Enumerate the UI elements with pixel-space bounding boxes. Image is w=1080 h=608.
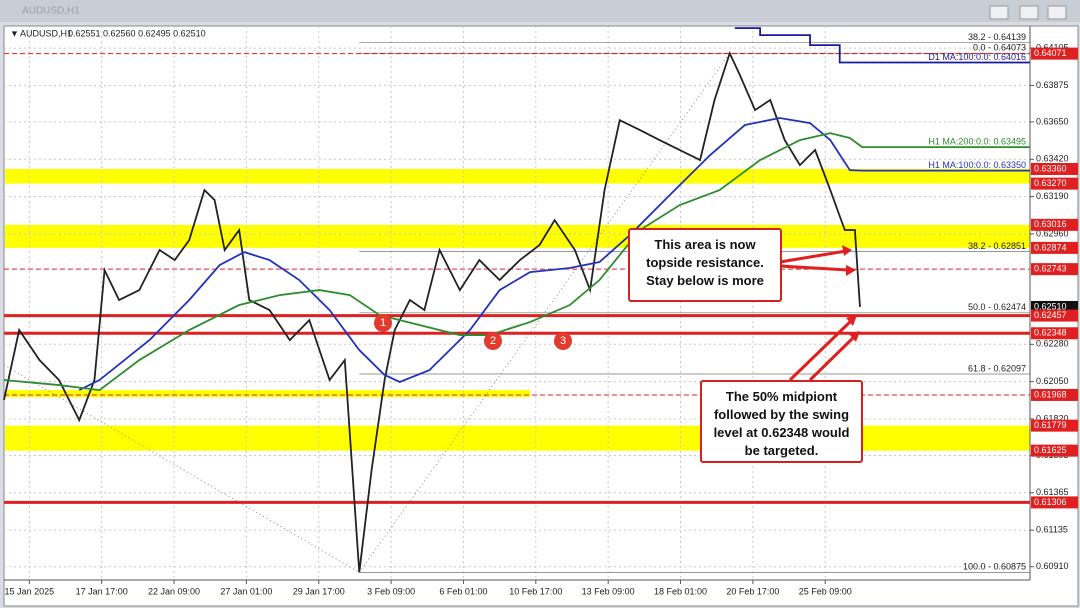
annotation: The 50% midpiont followed by the swing l… bbox=[700, 380, 863, 463]
x-tick-label: 18 Feb 01:00 bbox=[654, 586, 707, 596]
price-label: 0.62457 bbox=[1034, 310, 1067, 320]
symbol: AUDUSD,H1 bbox=[20, 28, 72, 38]
price-label: 0.61779 bbox=[1034, 420, 1067, 430]
price-label: 0.62874 bbox=[1034, 242, 1067, 252]
trendline bbox=[3, 364, 360, 573]
fib-label: 50.0 - 0.62474 bbox=[968, 302, 1026, 312]
price-label-box bbox=[1031, 177, 1078, 190]
series-line bbox=[3, 50, 861, 573]
y-tick-label: 0.63650 bbox=[1036, 116, 1069, 126]
y-tick-label: 0.61365 bbox=[1036, 487, 1069, 497]
price-label: 0.61306 bbox=[1034, 497, 1067, 507]
zone bbox=[5, 169, 1030, 184]
series-label: H1 MA:100:0.0: 0.63350 bbox=[928, 160, 1026, 170]
x-tick-label: 3 Feb 09:00 bbox=[367, 586, 415, 596]
price-label-box bbox=[1031, 496, 1078, 509]
price-label: 0.61625 bbox=[1034, 445, 1067, 455]
close-button[interactable] bbox=[1047, 5, 1067, 20]
title-bar bbox=[0, 0, 1080, 22]
price-label: 0.64071 bbox=[1034, 48, 1067, 58]
arrow bbox=[788, 318, 854, 382]
price-label: 0.62743 bbox=[1034, 264, 1067, 274]
price-label: 0.63360 bbox=[1034, 163, 1067, 173]
y-tick-label: 0.63875 bbox=[1036, 80, 1069, 90]
arrow-head bbox=[849, 331, 860, 342]
price-label-box bbox=[1031, 309, 1078, 322]
x-tick-label: 6 Feb 01:00 bbox=[439, 586, 487, 596]
price-label: 0.63016 bbox=[1034, 219, 1067, 229]
price-label: 0.62510 bbox=[1034, 301, 1067, 311]
y-tick-label: 0.61135 bbox=[1036, 525, 1068, 535]
x-tick-label: 27 Jan 01:00 bbox=[220, 586, 272, 596]
price-label-box bbox=[1031, 388, 1078, 401]
ohlc: 0.62551 0.62560 0.62495 0.62510 bbox=[68, 28, 206, 38]
fib-label: 61.8 - 0.62097 bbox=[968, 363, 1026, 373]
price-label: 0.63270 bbox=[1034, 178, 1067, 188]
price-label-box bbox=[1031, 419, 1078, 432]
price-label-box bbox=[1031, 241, 1078, 254]
fib-label: 0.0 - 0.64073 bbox=[973, 43, 1026, 53]
marker: 2 bbox=[484, 332, 502, 350]
price-label-box bbox=[1031, 47, 1078, 60]
price-label-box bbox=[1031, 218, 1078, 231]
price-label-box bbox=[1031, 263, 1078, 276]
fib-label: 38.2 - 0.64139 bbox=[968, 32, 1026, 42]
y-tick-label: 0.64105 bbox=[1036, 42, 1069, 52]
arrow-head bbox=[846, 315, 857, 326]
minimize-button[interactable] bbox=[989, 5, 1009, 20]
x-tick-label: 29 Jan 17:00 bbox=[293, 586, 345, 596]
symbol-arrow: ▼ bbox=[10, 28, 19, 38]
price-label-box bbox=[1031, 163, 1078, 176]
y-tick-label: 0.62280 bbox=[1036, 339, 1069, 349]
x-tick-label: 10 Feb 17:00 bbox=[509, 586, 562, 596]
marker: 3 bbox=[554, 332, 572, 350]
price-label-box bbox=[1031, 327, 1078, 340]
series-line bbox=[734, 27, 1030, 64]
price-label: 0.61968 bbox=[1034, 389, 1067, 399]
x-tick-label: 15 Jan 2025 bbox=[5, 586, 55, 596]
arrow-head bbox=[846, 265, 856, 276]
zone bbox=[5, 390, 531, 398]
marker: 1 bbox=[374, 314, 392, 332]
arrow bbox=[779, 264, 849, 272]
zone bbox=[5, 425, 1030, 451]
y-tick-label: 0.63190 bbox=[1036, 191, 1069, 201]
fib-label: 38.2 - 0.62851 bbox=[968, 241, 1026, 251]
x-tick-label: 13 Feb 09:00 bbox=[582, 586, 635, 596]
x-tick-label: 22 Jan 09:00 bbox=[148, 586, 200, 596]
y-tick-label: 0.61820 bbox=[1036, 413, 1069, 423]
y-tick-label: 0.60910 bbox=[1036, 561, 1069, 571]
arrow-head bbox=[842, 245, 852, 256]
annotation: This area is now topside resistance. Sta… bbox=[628, 228, 782, 302]
y-tick-label: 0.62960 bbox=[1036, 228, 1069, 238]
arrow bbox=[779, 249, 847, 264]
price-label-box bbox=[1031, 444, 1078, 457]
price-label: 0.62348 bbox=[1034, 328, 1067, 338]
series-label: H1 MA:200:0.0: 0.63495 bbox=[928, 136, 1026, 146]
maximize-button[interactable] bbox=[1019, 5, 1039, 20]
series-line bbox=[78, 117, 1030, 391]
arrow bbox=[808, 334, 857, 382]
y-tick-label: 0.62050 bbox=[1036, 376, 1069, 386]
x-tick-label: 20 Feb 17:00 bbox=[726, 586, 779, 596]
fib-label: 100.0 - 0.60875 bbox=[963, 562, 1026, 572]
series-label: D1 MA:100:0.0: 0.64016 bbox=[928, 52, 1026, 62]
zone bbox=[5, 224, 1030, 248]
y-tick-label: 0.63420 bbox=[1036, 154, 1069, 164]
window-title: AUDUSD,H1 bbox=[22, 6, 80, 17]
x-tick-label: 17 Jan 17:00 bbox=[76, 586, 128, 596]
x-tick-label: 25 Feb 09:00 bbox=[799, 586, 852, 596]
